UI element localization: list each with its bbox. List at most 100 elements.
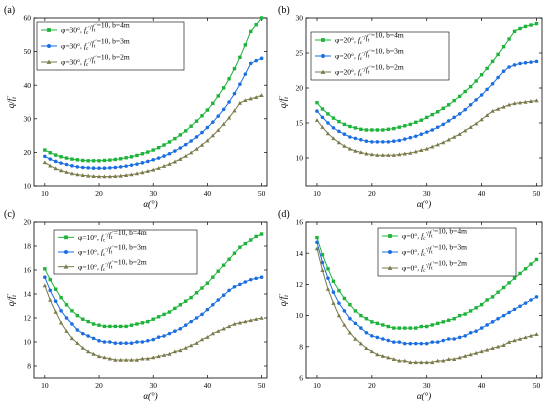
panel-label: (d) — [278, 209, 290, 220]
series-line — [44, 285, 262, 361]
data-point — [408, 150, 413, 155]
data-point — [248, 318, 253, 323]
data-point — [369, 349, 374, 354]
data-point — [441, 106, 445, 110]
data-point — [156, 315, 161, 319]
data-point — [320, 107, 325, 111]
data-point — [468, 330, 473, 335]
data-point — [501, 45, 506, 49]
data-point — [75, 165, 80, 169]
data-point — [375, 321, 380, 326]
data-point — [325, 286, 331, 291]
data-point — [386, 338, 391, 343]
data-point — [75, 313, 80, 318]
y-tick-label: 16 — [296, 218, 304, 227]
data-point — [474, 329, 478, 333]
series-2 — [43, 56, 264, 170]
legend-label: φ=0°, fc′/ft′=10, b=2m — [402, 259, 467, 275]
x-tick-label: 10 — [41, 381, 49, 390]
data-point — [161, 353, 167, 357]
data-point — [146, 339, 150, 343]
panel-label: (b) — [278, 5, 290, 16]
legend: φ=20°, fc′/ft′=10, b=4mφ=20°, fc′/ft′=10… — [310, 31, 450, 81]
data-point — [226, 115, 232, 120]
legend-label: φ=30°, fc′/ft′=10, b=3m — [61, 37, 130, 53]
data-point — [403, 326, 407, 330]
data-point — [518, 61, 522, 66]
data-point — [364, 128, 369, 132]
data-point — [237, 320, 243, 325]
data-point — [118, 341, 123, 345]
legend-label: φ=10°, fc′/ft′=10, b=4m — [78, 228, 147, 244]
data-point — [419, 148, 424, 152]
data-point — [501, 104, 506, 109]
data-point — [254, 95, 259, 99]
data-point — [227, 77, 231, 81]
data-point — [151, 317, 155, 321]
data-point — [414, 326, 418, 330]
series-1 — [43, 16, 264, 163]
data-point — [342, 132, 347, 136]
x-tick-label: 50 — [258, 189, 266, 198]
data-point — [441, 358, 446, 363]
data-point — [156, 145, 161, 150]
data-point — [232, 285, 237, 289]
chart-panel-c: (c) 10 20 30 40 50 8 10 12 14 16 18 20 α(°) q/ft′ φ=10°… — [4, 209, 268, 401]
y-tick-label: 40 — [24, 81, 32, 90]
legend-marker — [321, 54, 325, 58]
data-point — [189, 343, 194, 348]
data-point — [75, 341, 80, 345]
data-point — [359, 326, 363, 330]
data-point — [199, 337, 205, 342]
data-point — [457, 112, 462, 116]
data-point — [151, 148, 155, 152]
x-tick-label: 30 — [423, 189, 431, 198]
data-point — [331, 290, 336, 294]
data-point — [457, 94, 462, 99]
data-point — [419, 341, 424, 346]
data-point — [336, 140, 342, 145]
data-point — [452, 98, 456, 103]
data-point — [479, 73, 484, 77]
data-point — [156, 354, 161, 359]
data-point — [75, 158, 80, 162]
legend-box — [310, 31, 450, 81]
data-point — [529, 60, 533, 64]
data-point — [495, 344, 501, 349]
data-point — [507, 281, 511, 285]
data-point — [326, 276, 330, 280]
data-point — [69, 171, 75, 176]
x-tick-label: 10 — [313, 189, 321, 198]
data-point — [146, 159, 150, 164]
data-point — [457, 355, 462, 360]
data-point — [517, 336, 523, 341]
data-point — [468, 103, 473, 107]
data-point — [501, 313, 506, 318]
data-point — [364, 151, 369, 156]
data-point — [151, 337, 155, 342]
legend-marker — [321, 38, 325, 42]
series-2 — [315, 240, 539, 346]
data-point — [205, 108, 210, 112]
series-line — [44, 94, 262, 178]
data-point — [386, 355, 391, 360]
data-point — [518, 26, 522, 31]
x-tick-label: 20 — [95, 381, 103, 390]
data-point — [452, 337, 456, 341]
y-tick-label: 10 — [24, 338, 32, 347]
data-point — [523, 335, 528, 340]
data-point — [80, 331, 85, 336]
data-point — [96, 354, 102, 359]
data-point — [162, 154, 166, 158]
data-point — [254, 23, 258, 27]
data-point — [135, 322, 139, 326]
data-point — [529, 298, 533, 302]
data-point — [463, 89, 467, 94]
x-tick-label: 10 — [41, 189, 49, 198]
data-point — [496, 52, 500, 57]
data-point — [118, 357, 123, 362]
data-point — [113, 165, 118, 170]
data-point — [178, 303, 183, 307]
x-tick-label: 30 — [149, 189, 157, 198]
data-point — [70, 309, 74, 313]
